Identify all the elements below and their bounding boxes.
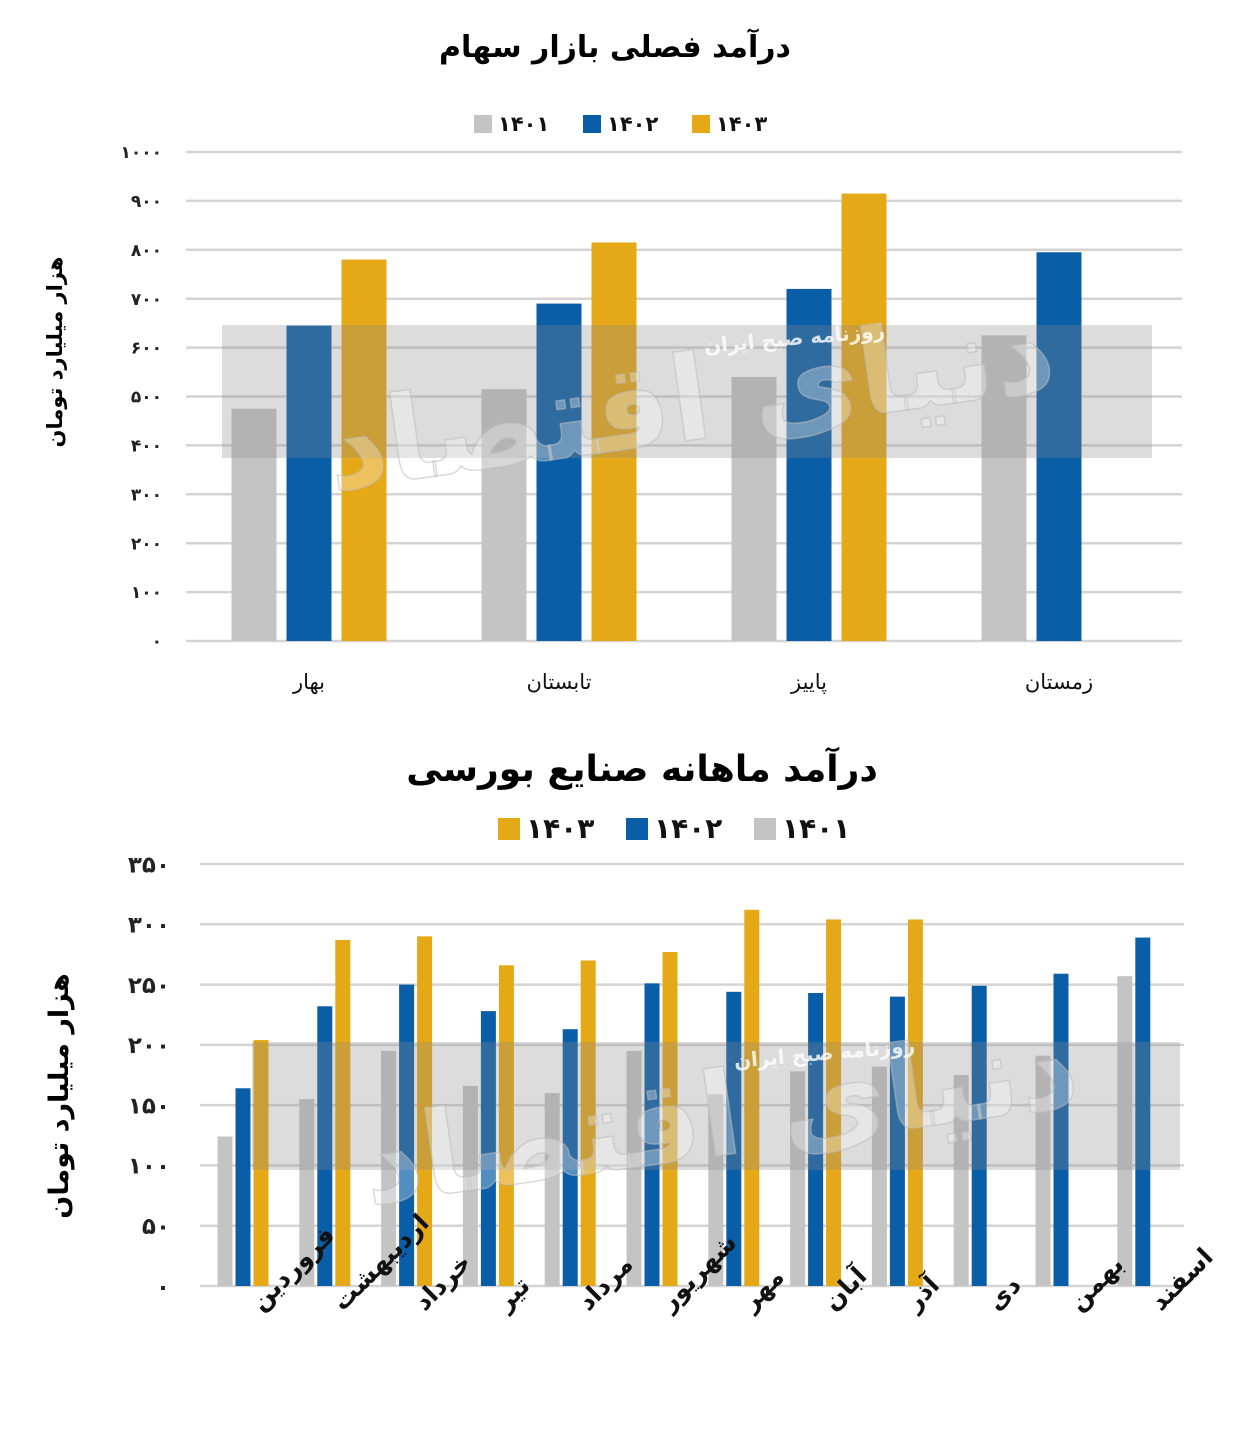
bar-2-0 <box>341 259 387 641</box>
watermark-band <box>222 325 1152 458</box>
bar-0-10 <box>1035 1055 1051 1286</box>
bar-1-10 <box>1053 973 1069 1286</box>
bar-2-3 <box>498 965 514 1286</box>
bar-0-6 <box>708 1094 724 1286</box>
y-tick-label: ۱۵۰ <box>128 1093 170 1119</box>
legend-label: ۱۴۰۱ <box>498 112 549 136</box>
bar-0-1 <box>481 389 527 641</box>
bar-2-5 <box>662 952 678 1286</box>
bar-0-1 <box>299 1099 315 1286</box>
bar-1-4 <box>562 1029 578 1286</box>
chart-title: درآمد ماهانه صنایع بورسی <box>406 746 878 790</box>
bar-0-7 <box>790 1071 806 1286</box>
bar-1-3 <box>1036 252 1082 641</box>
legend-label: ۱۴۰۳ <box>716 112 767 136</box>
bar-1-2 <box>786 288 832 641</box>
y-tick-label: ۵۰ <box>142 1214 170 1240</box>
chart-title: درآمد فصلی بازار سهام <box>439 28 791 65</box>
bar-2-4 <box>580 960 596 1286</box>
y-tick-labels: ۰ ۵۰ ۱۰۰ ۱۵۰ ۲۰۰ ۲۵۰ ۳۰۰ ۳۵۰ <box>128 852 170 1300</box>
bar-2-7 <box>826 919 842 1286</box>
bar-2-2 <box>417 936 433 1286</box>
bar-0-3 <box>462 1085 478 1286</box>
bar-0-2 <box>381 1050 397 1286</box>
y-tick-label: ۲۰۰ <box>131 534 162 554</box>
y-tick-label: ۲۰۰ <box>128 1033 170 1059</box>
quarterly-chart: درآمد فصلی بازار سهام ۱۴۰۱ ۱۴۰۲ ۱۴۰۳ هزار … <box>43 28 1182 694</box>
bar-0-8 <box>871 1066 887 1286</box>
legend-swatch <box>626 818 648 840</box>
bar-0-2 <box>731 376 777 641</box>
y-tick-label: ۰ <box>156 1274 170 1300</box>
bar-0-3 <box>981 335 1027 641</box>
y-tick-label: ۰ <box>152 632 162 652</box>
y-tick-label: ۶۰۰ <box>131 339 162 359</box>
y-tick-label: ۹۰۰ <box>131 192 162 212</box>
legend-label: ۱۴۰۳ <box>526 812 594 845</box>
legend-label: ۱۴۰۲ <box>607 112 658 136</box>
y-tick-label: ۵۰۰ <box>131 388 162 408</box>
legend: ۱۴۰۱ ۱۴۰۲ ۱۴۰۳ <box>474 112 767 136</box>
bar-0-5 <box>626 1050 642 1286</box>
bar-1-0 <box>235 1088 251 1286</box>
bar-0-4 <box>544 1093 560 1286</box>
x-tick-label: پاییز <box>790 670 827 694</box>
legend: ۱۴۰۳ ۱۴۰۲ ۱۴۰۱ <box>498 812 850 845</box>
bar-1-6 <box>726 991 742 1286</box>
bar-0-0 <box>217 1136 233 1286</box>
x-tick-labels: بهار تابستان پاییز زمستان <box>292 670 1093 694</box>
bar-0-11 <box>1117 976 1133 1286</box>
y-tick-label: ۳۰۰ <box>131 485 162 505</box>
y-axis-label: هزار میلیارد تومان <box>43 257 67 448</box>
y-tick-label: ۳۰۰ <box>128 913 170 939</box>
legend-label: ۱۴۰۲ <box>654 812 722 845</box>
bar-1-0 <box>286 325 332 641</box>
legend-swatch <box>692 115 710 133</box>
bar-1-7 <box>808 993 824 1286</box>
watermark-band <box>252 1042 1180 1170</box>
legend-swatch <box>474 115 492 133</box>
bars <box>231 193 1082 641</box>
bar-2-8 <box>907 919 923 1286</box>
legend-swatch <box>498 818 520 840</box>
bar-2-0 <box>253 1040 269 1286</box>
bar-2-1 <box>335 939 351 1286</box>
bar-1-5 <box>644 983 660 1286</box>
bar-1-1 <box>317 1006 333 1286</box>
gridlines <box>200 862 1184 1288</box>
y-tick-label: ۸۰۰ <box>131 241 162 261</box>
bar-0-0 <box>231 408 277 641</box>
y-tick-label: ۱۰۰ <box>131 583 162 603</box>
y-tick-label: ۱۰۰۰ <box>120 143 162 163</box>
bar-0-9 <box>953 1075 969 1286</box>
x-tick-label: زمستان <box>1025 670 1093 694</box>
legend-swatch <box>754 818 776 840</box>
x-tick-label: بهار <box>292 670 325 694</box>
y-tick-label: ۷۰۰ <box>131 290 162 310</box>
bar-1-1 <box>536 303 582 641</box>
bars <box>217 909 1151 1286</box>
bar-2-2 <box>841 193 887 641</box>
bar-2-6 <box>744 909 760 1286</box>
bar-1-8 <box>889 996 905 1286</box>
bar-1-2 <box>399 984 415 1286</box>
bar-1-9 <box>971 985 987 1286</box>
bar-1-3 <box>480 1011 496 1286</box>
bar-1-11 <box>1135 937 1151 1286</box>
y-tick-label: ۳۵۰ <box>128 852 170 878</box>
y-tick-labels: ۰ ۱۰۰ ۲۰۰ ۳۰۰ ۴۰۰ ۵۰۰ ۶۰۰ ۷۰۰ ۸۰۰ ۹۰۰ ۱۰۰۰ <box>120 143 162 652</box>
y-tick-label: ۴۰۰ <box>131 437 162 457</box>
y-tick-label: ۲۵۰ <box>128 973 170 999</box>
bar-2-1 <box>591 242 637 641</box>
y-tick-label: ۱۰۰ <box>128 1154 170 1180</box>
y-axis-label: هزار میلیارد تومان <box>44 973 75 1218</box>
x-tick-label: تابستان <box>527 670 592 694</box>
legend-swatch <box>583 115 601 133</box>
legend-label: ۱۴۰۱ <box>782 812 850 845</box>
